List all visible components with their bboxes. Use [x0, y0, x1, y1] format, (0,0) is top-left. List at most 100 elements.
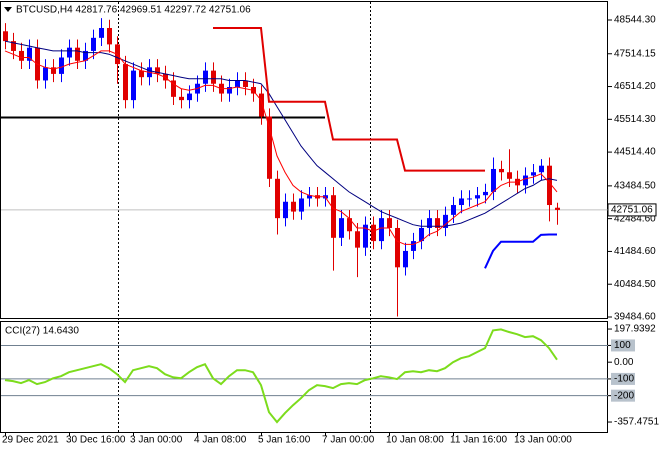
- x-tick-label: 4 Jan 08:00: [194, 435, 247, 446]
- candle-body: [91, 37, 96, 51]
- cci-panel-frame: [0, 321, 608, 433]
- candle-body: [139, 70, 144, 78]
- level-label-box: [611, 389, 635, 402]
- candle-body: [123, 64, 128, 101]
- y-tick-label: 47514.15: [614, 48, 656, 59]
- candle-body: [491, 168, 496, 192]
- candle-body: [547, 165, 552, 206]
- x-tick-label: 11 Jan 16:00: [450, 435, 508, 446]
- candle-body: [531, 172, 536, 176]
- candle-body: [539, 165, 544, 173]
- x-tick-label: 3 Jan 00:00: [130, 435, 183, 446]
- y-tick-label: -200: [614, 390, 634, 401]
- candle-body: [291, 201, 296, 212]
- indicator-line: [484, 233, 557, 269]
- candle-body: [43, 67, 48, 81]
- x-tick-label: 5 Jan 16:00: [258, 435, 311, 446]
- cci-title: CCI(27) 14.6430: [5, 326, 79, 337]
- candle-body: [483, 191, 488, 196]
- cci-line: [4, 328, 558, 424]
- candle-body: [131, 70, 136, 101]
- y-tick-label: -357.4751: [614, 417, 659, 428]
- candle-body: [427, 218, 432, 228]
- candle-body: [299, 198, 304, 212]
- level-label-box: [611, 339, 635, 352]
- y-tick-label: 46514.20: [614, 81, 656, 92]
- x-tick-label: 10 Jan 08:00: [386, 435, 444, 446]
- y-tick-label: 0.00: [614, 357, 634, 368]
- candle-body: [27, 47, 32, 61]
- candle-body: [379, 218, 384, 242]
- candle-body: [403, 250, 408, 268]
- candle-body: [267, 116, 272, 179]
- candle-body: [179, 96, 184, 101]
- current-price-box: [607, 203, 657, 217]
- candle-body: [523, 175, 528, 186]
- indicator-line: [4, 50, 558, 245]
- candle-body: [243, 80, 248, 88]
- x-tick-label: 29 Dec 2021: [2, 435, 59, 446]
- level-label-box: [611, 372, 635, 385]
- candle-body: [419, 227, 424, 242]
- main-panel-frame: [0, 1, 608, 319]
- candle-body: [283, 201, 288, 219]
- candle-body: [227, 87, 232, 94]
- candle-body: [371, 224, 376, 242]
- y-tick-label: 42484.60: [614, 213, 656, 224]
- candle-body: [11, 41, 16, 51]
- y-tick-label: 40484.50: [614, 279, 656, 290]
- candle-body: [83, 50, 88, 61]
- menu-triangle: [4, 7, 12, 12]
- candle-body: [99, 27, 104, 38]
- chart-title: BTCUSD,H4 42817.76 42969.51 42297.72 427…: [16, 5, 251, 16]
- candle-body: [443, 214, 448, 228]
- indicator-line: [213, 27, 485, 172]
- candle-body: [387, 218, 392, 228]
- candle-body: [187, 93, 192, 101]
- candle-body: [211, 70, 216, 84]
- candle-body: [59, 57, 64, 74]
- candle-body: [435, 218, 440, 228]
- candle-body: [171, 80, 176, 97]
- candle-body: [155, 67, 160, 74]
- candle-body: [3, 31, 8, 42]
- candle-body: [347, 218, 352, 232]
- candle-body: [331, 195, 336, 238]
- candle-body: [467, 198, 472, 200]
- x-tick-label: 30 Dec 16:00: [66, 435, 126, 446]
- candle-body: [19, 50, 24, 61]
- candle-body: [507, 172, 512, 179]
- y-tick-label: 45514.30: [614, 114, 656, 125]
- candle-body: [75, 47, 80, 61]
- indicator-line: [4, 40, 558, 227]
- y-tick-label: 41484.60: [614, 246, 656, 257]
- y-tick-label: -100: [614, 374, 634, 385]
- candle-body: [307, 195, 312, 199]
- plot-layer: [1, 18, 608, 424]
- candle-body: [107, 27, 112, 45]
- y-tick-label: 48544.30: [614, 15, 656, 26]
- candle-body: [395, 227, 400, 268]
- current-price-label: 42751.06: [611, 205, 653, 216]
- candle-body: [555, 207, 560, 210]
- candle-body: [499, 168, 504, 173]
- x-tick-label: 13 Jan 00:00: [514, 435, 572, 446]
- y-tick-label: 43484.50: [614, 181, 656, 192]
- candle-body: [275, 178, 280, 219]
- y-tick-label: 100: [614, 340, 631, 351]
- candle-body: [459, 198, 464, 206]
- candle-body: [235, 80, 240, 88]
- x-tick-label: 7 Jan 00:00: [322, 435, 375, 446]
- candle-body: [339, 218, 344, 238]
- candle-body: [411, 241, 416, 251]
- candle-body: [51, 67, 56, 74]
- candle-body: [451, 205, 456, 215]
- candle-body: [363, 224, 368, 248]
- y-tick-label: 39484.60: [614, 312, 656, 323]
- candle-body: [475, 195, 480, 199]
- candle-body: [67, 47, 72, 58]
- candle-body: [355, 231, 360, 248]
- candle-body: [203, 70, 208, 84]
